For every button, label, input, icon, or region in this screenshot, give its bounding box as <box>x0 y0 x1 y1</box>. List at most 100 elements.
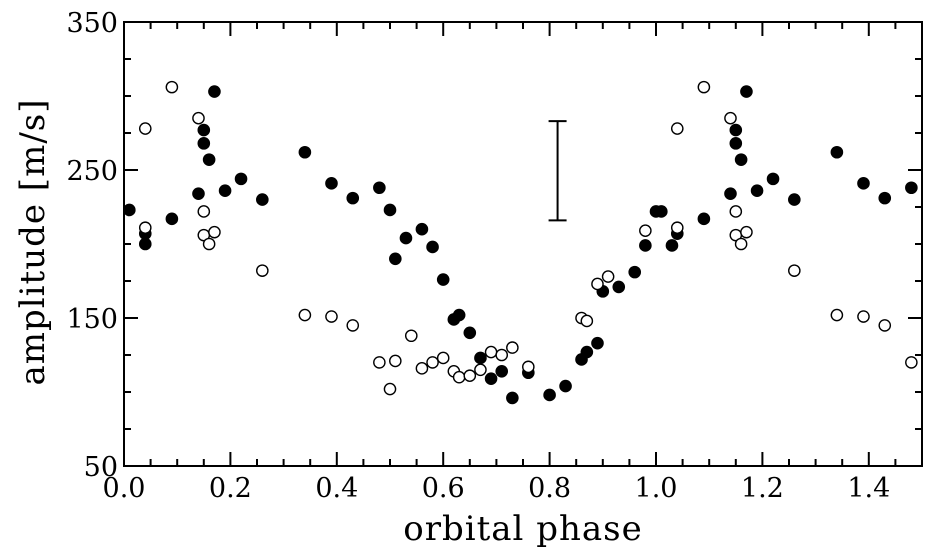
filled-data-point <box>729 123 743 137</box>
open-data-point <box>373 356 386 369</box>
filled-data-point <box>202 153 216 166</box>
open-data-point <box>138 122 152 135</box>
open-data-point <box>591 277 604 291</box>
open-data-point <box>580 314 594 328</box>
filled-data-point <box>452 308 466 322</box>
filled-data-point <box>788 193 801 206</box>
open-data-point <box>830 308 844 322</box>
filled-data-point <box>612 280 626 294</box>
filled-data-point <box>208 85 221 98</box>
filled-data-point <box>628 265 642 279</box>
filled-data-point <box>389 252 402 266</box>
x-tick-label: 0.6 <box>422 473 465 504</box>
filled-data-point <box>197 123 211 137</box>
x-tick-label: 1.0 <box>635 473 678 504</box>
filled-data-point <box>399 231 413 245</box>
filled-data-point <box>415 222 429 236</box>
filled-data-point <box>740 85 753 98</box>
open-data-point <box>639 224 652 237</box>
open-data-point <box>452 370 466 384</box>
open-data-point <box>383 382 397 396</box>
filled-data-point <box>463 326 477 340</box>
filled-data-point <box>543 388 556 402</box>
filled-data-point <box>697 212 711 226</box>
filled-data-point <box>580 345 594 359</box>
filled-data-point <box>234 172 248 186</box>
filled-data-point <box>591 336 604 350</box>
filled-data-point <box>830 145 844 159</box>
x-tick-label: 1.2 <box>741 473 784 504</box>
open-data-point <box>670 221 684 235</box>
tick-labels: 0.0 0.2 0.4 0.6 0.8 1.0 1.2 1.4 50 150 250 350 <box>66 8 890 504</box>
open-data-point <box>298 308 312 322</box>
x-tick-label: 1.4 <box>847 473 890 504</box>
filled-data-point <box>729 137 743 150</box>
filled-data-point <box>857 177 870 190</box>
x-tick-label: 0.8 <box>528 473 571 504</box>
filled-data-point <box>484 372 498 385</box>
open-data-point <box>878 319 892 332</box>
open-data-point <box>426 356 439 369</box>
filled-data-point <box>750 184 764 198</box>
open-data-point <box>788 264 801 277</box>
open-data-point <box>905 356 918 369</box>
filled-data-point <box>436 273 450 286</box>
open-data-point <box>463 369 477 383</box>
axis-ticks <box>123 21 923 467</box>
open-data-point <box>325 310 338 323</box>
filled-data-point <box>325 177 338 190</box>
filled-data-point <box>383 203 397 217</box>
y-tick-label: 250 <box>66 156 118 187</box>
open-data-point <box>740 225 753 239</box>
y-tick-label: 150 <box>66 304 118 335</box>
open-data-point <box>670 122 684 135</box>
open-data-point <box>202 237 216 251</box>
filled-data-point <box>734 153 748 166</box>
x-tick-label: 0.4 <box>315 473 358 504</box>
filled-data-point <box>665 239 679 252</box>
open-data-point <box>346 319 360 332</box>
x-axis-title: orbital phase <box>403 509 642 549</box>
x-tick-label: 0.2 <box>209 473 252 504</box>
open-data-point <box>857 310 870 323</box>
plot-frame <box>123 21 923 467</box>
filled-data-point <box>766 172 780 186</box>
open-data-point <box>197 205 211 218</box>
open-data-point <box>256 264 269 277</box>
data-markers <box>123 80 918 405</box>
open-data-point <box>165 80 179 94</box>
filled-data-point <box>495 364 509 378</box>
open-data-point <box>697 80 711 94</box>
open-data-point <box>404 329 418 343</box>
error-bar <box>548 120 567 222</box>
filled-data-point <box>197 137 211 150</box>
open-data-point <box>415 362 429 375</box>
y-tick-label: 350 <box>66 8 118 39</box>
open-data-point <box>474 363 487 377</box>
filled-data-point <box>346 191 360 205</box>
open-data-point <box>208 225 221 239</box>
filled-data-point <box>878 191 892 205</box>
open-data-point <box>734 237 748 251</box>
open-data-point <box>522 360 535 374</box>
filled-data-point <box>256 193 269 206</box>
filled-data-point <box>724 187 737 200</box>
filled-data-point <box>123 203 136 217</box>
open-data-point <box>724 111 737 125</box>
filled-data-point <box>426 240 439 254</box>
filled-data-point <box>506 391 519 405</box>
open-data-point <box>506 341 519 354</box>
filled-data-point <box>655 205 668 218</box>
y-axis-title: amplitude [m/s] <box>13 99 53 386</box>
open-data-point <box>495 348 509 362</box>
open-data-point <box>729 205 743 218</box>
y-tick-label: 50 <box>84 452 118 483</box>
x-tick-label: 0.0 <box>103 473 146 504</box>
filled-data-point <box>165 212 179 226</box>
filled-data-point <box>218 184 232 198</box>
open-data-point <box>389 354 402 368</box>
open-data-point <box>192 111 205 125</box>
filled-data-point <box>639 239 652 252</box>
open-data-point <box>601 270 615 283</box>
